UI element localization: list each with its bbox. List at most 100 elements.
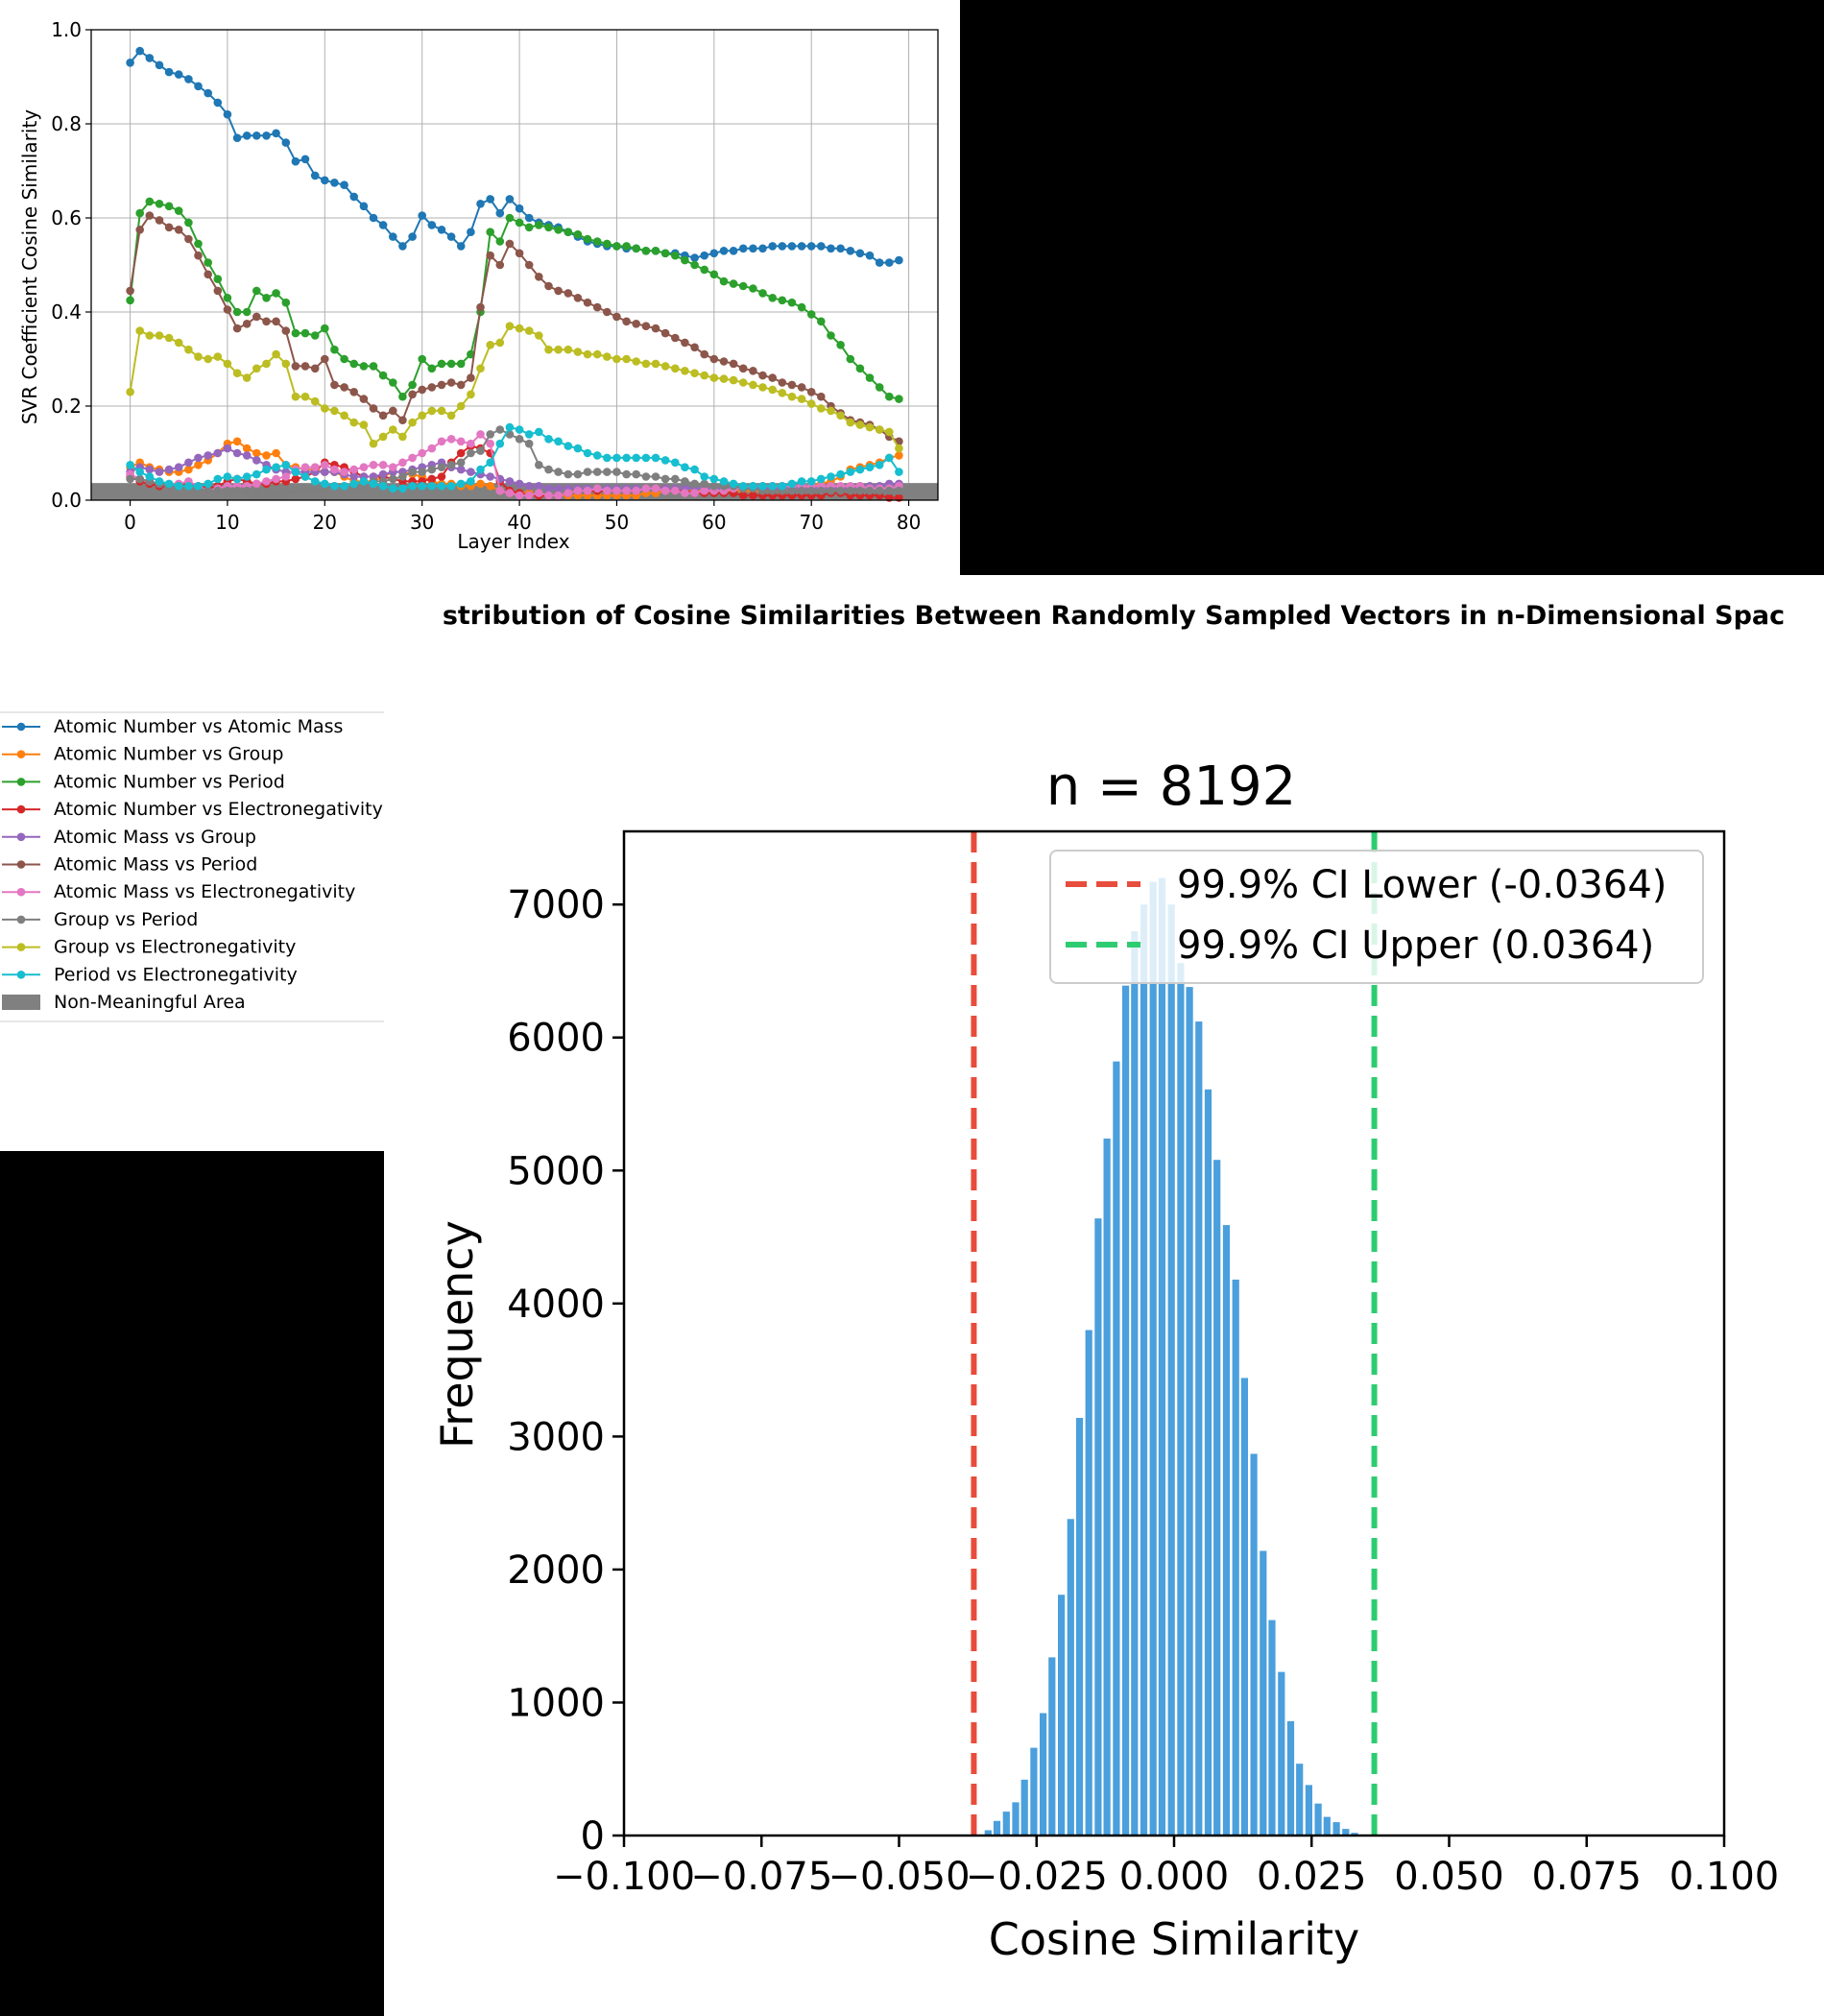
- data-point: [446, 378, 456, 387]
- data-point: [797, 242, 806, 251]
- data-point: [213, 474, 223, 484]
- data-point: [242, 307, 252, 317]
- data-point: [632, 486, 640, 495]
- data-point: [418, 411, 427, 420]
- data-point: [603, 307, 612, 317]
- data-point: [505, 477, 515, 486]
- data-point: [632, 357, 640, 366]
- data-point: [806, 477, 816, 486]
- data-point: [476, 200, 485, 208]
- histogram-bar: [1278, 1671, 1285, 1836]
- line-chart-y-tick-label: 1.0: [51, 18, 82, 41]
- data-point: [729, 247, 738, 255]
- histogram-legend-box: [1049, 850, 1704, 984]
- data-point: [408, 482, 417, 491]
- legend-label: Atomic Mass vs Electronegativity: [54, 881, 355, 902]
- data-point: [681, 255, 689, 265]
- data-point: [875, 461, 884, 469]
- data-point: [806, 242, 816, 251]
- data-point: [126, 474, 134, 484]
- black-block-bottom-left: [0, 1151, 384, 2016]
- data-point: [797, 477, 806, 486]
- data-point: [427, 444, 437, 453]
- histogram-bar: [1002, 1812, 1010, 1836]
- data-point: [632, 320, 640, 328]
- histogram-bar: [1268, 1620, 1276, 1836]
- legend-label: Period vs Electronegativity: [54, 964, 298, 985]
- data-point: [846, 468, 855, 476]
- data-point: [486, 458, 494, 468]
- line-chart-x-ticks: 0 10 20 30 40 50 60 70 80: [124, 500, 921, 534]
- histogram-bar: [1260, 1550, 1267, 1836]
- data-point: [622, 317, 631, 326]
- data-point: [321, 468, 329, 476]
- data-point: [778, 296, 787, 305]
- data-point: [184, 465, 193, 474]
- data-point: [564, 289, 573, 298]
- ci-lines: [971, 831, 1378, 1836]
- data-point: [729, 375, 738, 385]
- data-point: [194, 482, 203, 491]
- data-point: [126, 461, 134, 469]
- cosine-histogram-chart: n = 8192 −0.100−0.075−0.050−0.025 0.000 0.…: [431, 756, 1779, 1965]
- data-point: [446, 461, 456, 469]
- data-point: [749, 284, 757, 293]
- histogram-bar: [1167, 904, 1175, 1836]
- data-point: [272, 129, 280, 138]
- data-point: [535, 489, 543, 497]
- data-point: [827, 472, 835, 481]
- data-point: [583, 486, 592, 495]
- data-point: [583, 448, 592, 458]
- legend-item: Atomic Number vs Period: [2, 771, 285, 792]
- data-point: [846, 354, 855, 364]
- histogram-bar: [1048, 1657, 1056, 1836]
- data-point: [252, 456, 261, 465]
- data-point: [787, 242, 797, 251]
- legend-swatch-marker: [16, 722, 26, 732]
- line-chart-series: [126, 46, 903, 502]
- data-point: [272, 349, 280, 359]
- data-point: [544, 484, 553, 493]
- data-point: [690, 489, 699, 497]
- data-point: [573, 469, 583, 479]
- legend-item: Atomic Mass vs Electronegativity: [2, 881, 355, 902]
- data-point: [223, 294, 232, 302]
- histogram-x-tick-label: −0.075: [690, 1855, 832, 1899]
- histogram-bar: [1232, 1279, 1239, 1836]
- data-point: [204, 88, 212, 98]
- data-point: [369, 461, 378, 469]
- legend-item: Atomic Mass vs Group: [2, 827, 256, 848]
- legend-label: Group vs Electronegativity: [54, 937, 296, 958]
- data-point: [700, 472, 708, 481]
- data-point: [700, 349, 708, 359]
- histogram-bar: [1296, 1764, 1304, 1836]
- data-point: [310, 486, 320, 495]
- histogram-bar: [1085, 1330, 1092, 1836]
- data-point: [709, 474, 719, 484]
- data-point: [378, 411, 388, 420]
- data-point: [564, 469, 573, 479]
- data-point: [895, 444, 903, 453]
- data-point: [817, 486, 826, 495]
- data-point: [232, 474, 242, 484]
- data-point: [592, 484, 602, 493]
- data-point: [564, 345, 573, 354]
- data-point: [310, 396, 320, 406]
- data-point: [155, 216, 164, 225]
- data-point: [535, 273, 543, 281]
- histogram-bar: [1094, 1218, 1102, 1836]
- data-point: [232, 448, 242, 458]
- data-point: [242, 373, 252, 382]
- data-point: [310, 477, 320, 486]
- histogram-x-tick-label: 0.000: [1119, 1855, 1230, 1899]
- histogram-x-tick-label: −0.050: [828, 1855, 970, 1899]
- data-point: [349, 418, 359, 427]
- data-point: [690, 479, 699, 489]
- data-point: [349, 359, 359, 369]
- data-point: [622, 242, 631, 251]
- data-point: [709, 249, 719, 258]
- line-chart-x-axis-label: Layer Index: [457, 530, 569, 553]
- data-point: [554, 437, 563, 446]
- data-point: [505, 195, 515, 204]
- histogram-y-tick-label: 3000: [507, 1415, 605, 1459]
